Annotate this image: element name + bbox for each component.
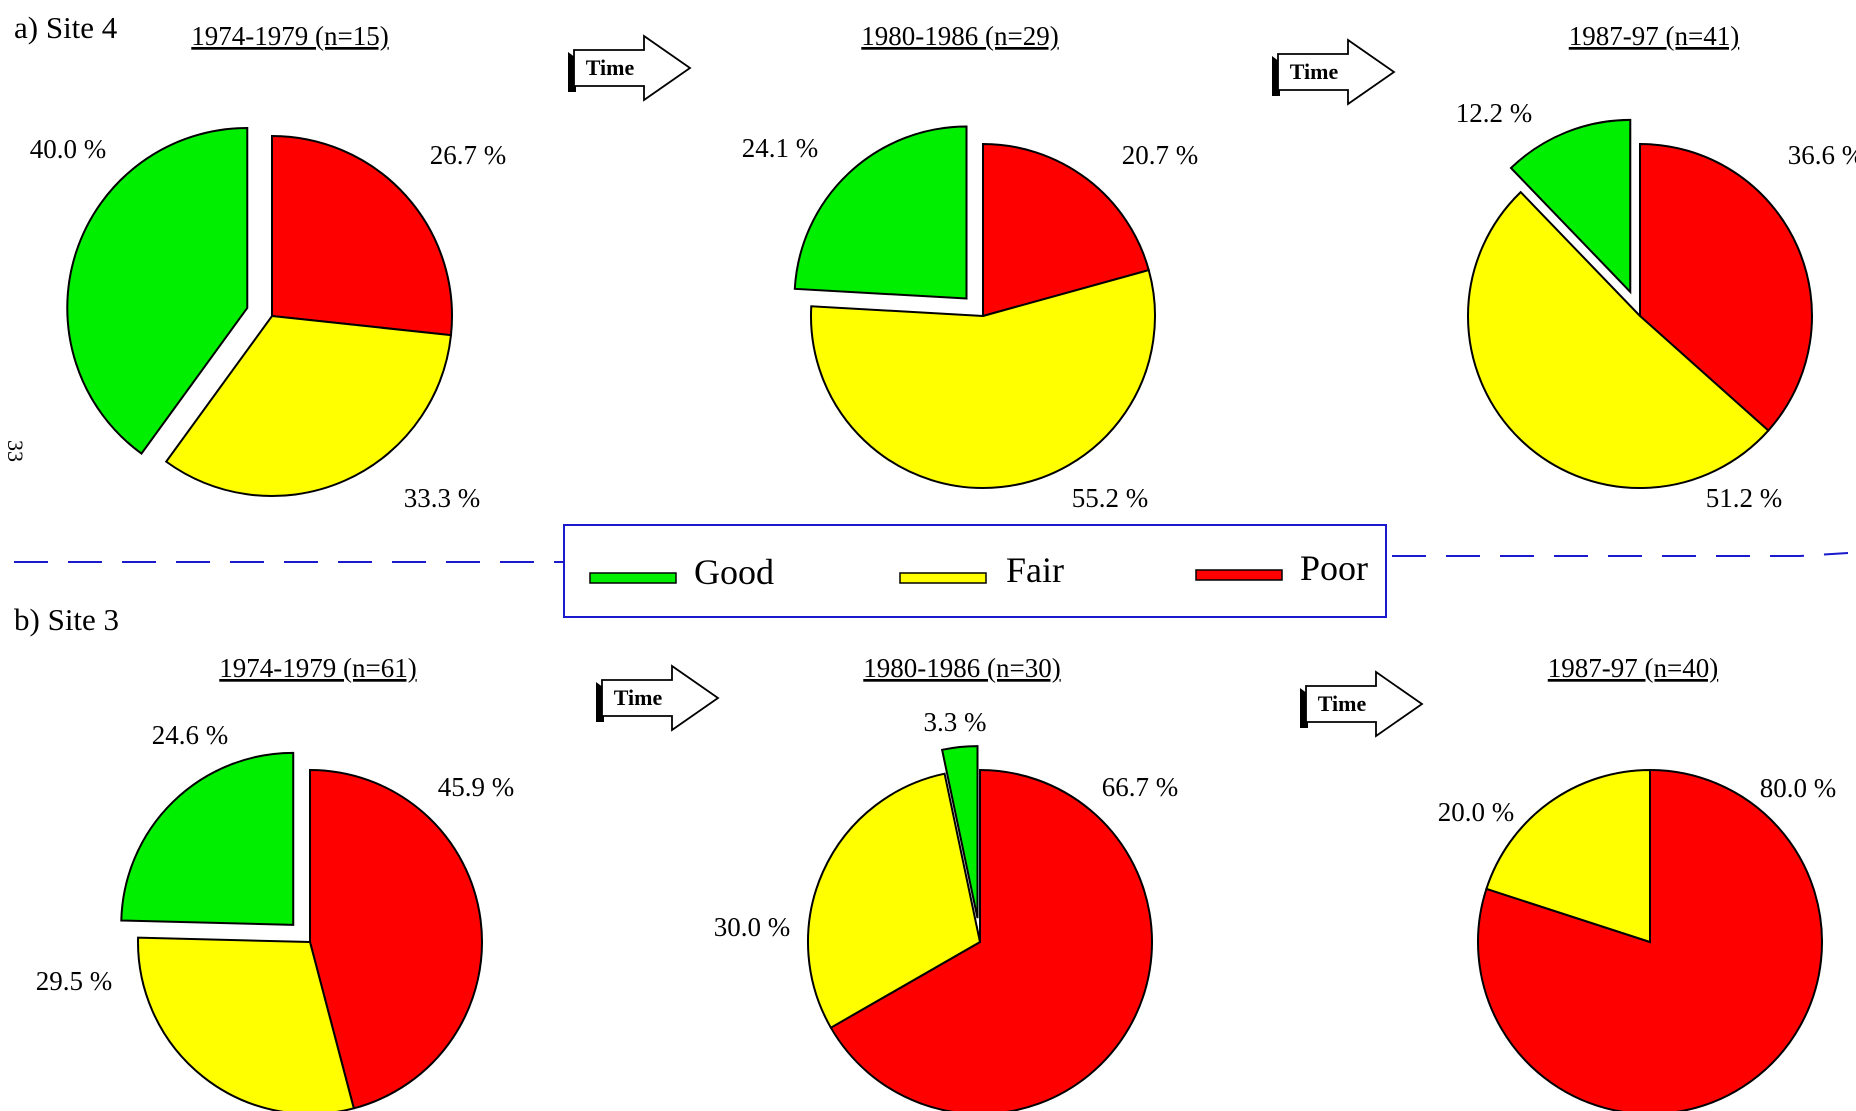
pie-slice-fair — [137, 936, 356, 1111]
pie-slice-fair — [807, 772, 982, 1030]
legend: Good Fair Poor — [563, 524, 1387, 618]
pie-slice-fair — [1467, 190, 1770, 489]
slice-percent-label: 80.0 % — [1760, 773, 1837, 803]
chart-title: 1987-97 (n=41) — [1569, 21, 1739, 51]
legend-label-poor: Poor — [1300, 548, 1368, 588]
pie-slice-poor — [1639, 142, 1813, 432]
time-arrow-body — [601, 664, 720, 732]
site-4-label: a) Site 4 — [14, 10, 118, 45]
time-arrow-body — [1305, 670, 1424, 738]
pie-slice-fair — [164, 314, 453, 497]
chart-title: 1974-1979 (n=61) — [219, 653, 416, 683]
chart-title: 1980-1986 (n=29) — [861, 21, 1058, 51]
slice-percent-label: 26.7 % — [430, 140, 507, 170]
slice-percent-label: 66.7 % — [1102, 772, 1179, 802]
chart-title: 1987-97 (n=40) — [1548, 653, 1718, 683]
legend-label-good: Good — [694, 552, 774, 592]
slice-percent-label: 40.0 % — [30, 134, 107, 164]
time-arrow-label: Time — [1318, 691, 1367, 716]
pie-slice-fair — [1485, 768, 1651, 944]
time-arrow: Time — [1272, 38, 1396, 106]
pie-slice-good — [793, 125, 968, 300]
pie-slice-poor — [271, 134, 453, 337]
pie-slice-good — [120, 751, 295, 926]
site-3-label: b) Site 3 — [14, 602, 119, 637]
pie-slice-poor — [982, 142, 1150, 318]
legend-swatch-poor — [1195, 569, 1283, 581]
slice-percent-label: 33.3 % — [404, 483, 481, 513]
slice-percent-label: 24.6 % — [152, 720, 229, 750]
slice-percent-label: 24.1 % — [742, 133, 819, 163]
pie-charts — [66, 118, 1824, 1111]
pie-slice-good — [1509, 118, 1632, 295]
time-arrow-label: Time — [586, 55, 635, 80]
time-arrow-body — [573, 34, 692, 102]
page-number: 33 — [3, 440, 28, 462]
slice-percent-label: 3.3 % — [924, 707, 987, 737]
slice-percent-label: 30.0 % — [714, 912, 791, 942]
slice-percent-label: 29.5 % — [36, 966, 113, 996]
slice-percent-label: 20.0 % — [1438, 797, 1515, 827]
pie-slice-fair — [810, 268, 1156, 489]
pie-slice-poor — [829, 768, 1153, 1111]
slice-percent-label: 36.6 % — [1788, 140, 1856, 170]
pie-labels: 26.7 % 33.3 % 40.0 % 20.7 % 55.2 % 24.1 % 36.6… — [30, 98, 1856, 996]
pie-slice-good — [66, 126, 249, 455]
chart-title: 1980-1986 (n=30) — [863, 653, 1060, 683]
slice-percent-label: 51.2 % — [1706, 483, 1783, 513]
pie-slice-good — [940, 745, 979, 919]
time-arrow: Time — [596, 664, 720, 732]
divider-right — [1392, 552, 1849, 557]
slice-percent-label: 55.2 % — [1072, 483, 1149, 513]
slice-percent-label: 45.9 % — [438, 772, 515, 802]
time-arrow-body — [1277, 38, 1396, 106]
time-arrow: Time — [1300, 670, 1424, 738]
time-arrow: Time — [568, 34, 692, 102]
legend-swatch-good — [589, 572, 677, 584]
slice-percent-label: 20.7 % — [1122, 140, 1199, 170]
time-arrow-label: Time — [614, 685, 663, 710]
slice-percent-label: 12.2 % — [1456, 98, 1533, 128]
chart-title: 1974-1979 (n=15) — [191, 21, 388, 51]
legend-swatch-fair — [899, 572, 987, 584]
time-arrow-label: Time — [1290, 59, 1339, 84]
pie-slice-poor — [309, 768, 483, 1110]
legend-label-fair: Fair — [1006, 550, 1064, 590]
